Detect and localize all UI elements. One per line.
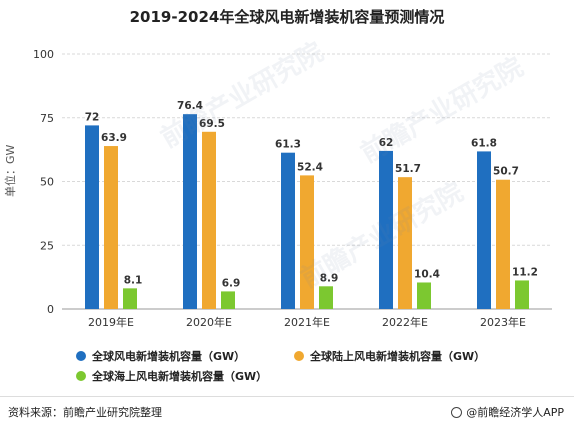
bar-s2-c4 xyxy=(515,280,529,309)
y-tick-label-0: 0 xyxy=(47,303,54,316)
bar-s1-c3 xyxy=(398,177,412,309)
footer: 资料来源：前瞻产业研究院整理 @前瞻经济学人APP xyxy=(0,396,574,430)
data-label-s2-c3: 10.4 xyxy=(414,268,440,280)
legend-label-total: 全球风电新增装机容量（GW） xyxy=(92,350,246,363)
bar-s2-c3 xyxy=(417,282,431,309)
data-label-s2-c1: 6.9 xyxy=(222,277,241,289)
brand: @前瞻经济学人APP xyxy=(451,404,564,420)
data-label-s0-c4: 61.8 xyxy=(471,137,497,149)
legend-marker-offshore xyxy=(76,371,86,381)
legend-item-offshore: 全球海上风电新增装机容量（GW） xyxy=(76,368,267,384)
bar-s0-c0 xyxy=(85,125,99,310)
y-tick-label-50: 50 xyxy=(40,176,54,189)
bar-s1-c4 xyxy=(496,179,510,309)
data-label-s2-c4: 11.2 xyxy=(512,266,538,278)
legend-label-onshore: 全球陆上风电新增装机容量（GW） xyxy=(310,350,486,363)
x-tick-label-1: 2020年E xyxy=(186,315,232,329)
legend-marker-total xyxy=(76,351,86,361)
bar-s0-c1 xyxy=(183,114,197,310)
bar-s2-c0 xyxy=(123,288,137,309)
data-label-s1-c2: 52.4 xyxy=(297,161,323,173)
data-label-s2-c0: 8.1 xyxy=(124,274,143,286)
brand-label: @前瞻经济学人APP xyxy=(466,406,564,419)
data-label-s0-c2: 61.3 xyxy=(275,139,301,151)
y-axis-label: 单位：GW xyxy=(4,144,17,197)
bar-s0-c4 xyxy=(477,151,491,309)
bar-s2-c1 xyxy=(221,291,235,309)
data-label-s0-c0: 72 xyxy=(85,111,100,123)
x-tick-label-2: 2021年E xyxy=(284,315,330,329)
data-label-s1-c0: 63.9 xyxy=(101,132,127,144)
source-note: 资料来源：前瞻产业研究院整理 xyxy=(8,406,162,419)
bar-s0-c3 xyxy=(379,150,393,309)
data-label-s1-c4: 50.7 xyxy=(493,166,519,178)
bar-s2-c2 xyxy=(319,286,333,309)
bar-s0-c2 xyxy=(281,152,295,309)
bar-s1-c1 xyxy=(202,131,216,309)
chart-title: 2019-2024年全球风电新增装机容量预测情况 xyxy=(129,8,445,26)
x-tick-label-3: 2022年E xyxy=(382,315,428,329)
brand-logo-icon xyxy=(451,406,463,418)
bar-s1-c0 xyxy=(104,146,118,309)
legend-item-onshore: 全球陆上风电新增装机容量（GW） xyxy=(294,348,485,364)
data-label-s1-c3: 51.7 xyxy=(395,163,421,175)
legend-label-offshore: 全球海上风电新增装机容量（GW） xyxy=(92,370,268,383)
x-tick-label-4: 2023年E xyxy=(480,315,526,329)
data-label-s1-c1: 69.5 xyxy=(199,118,225,130)
y-tick-label-75: 75 xyxy=(40,112,54,125)
data-label-s0-c3: 62 xyxy=(379,137,394,149)
legend-marker-onshore xyxy=(294,351,304,361)
bar-s1-c2 xyxy=(300,175,314,309)
y-tick-label-25: 25 xyxy=(40,239,54,252)
x-tick-label-0: 2019年E xyxy=(88,315,134,329)
data-label-s0-c1: 76.4 xyxy=(177,100,203,112)
legend-item-total: 全球风电新增装机容量（GW） xyxy=(76,348,245,364)
y-tick-label-100: 100 xyxy=(33,48,54,61)
data-label-s2-c2: 8.9 xyxy=(320,272,339,284)
